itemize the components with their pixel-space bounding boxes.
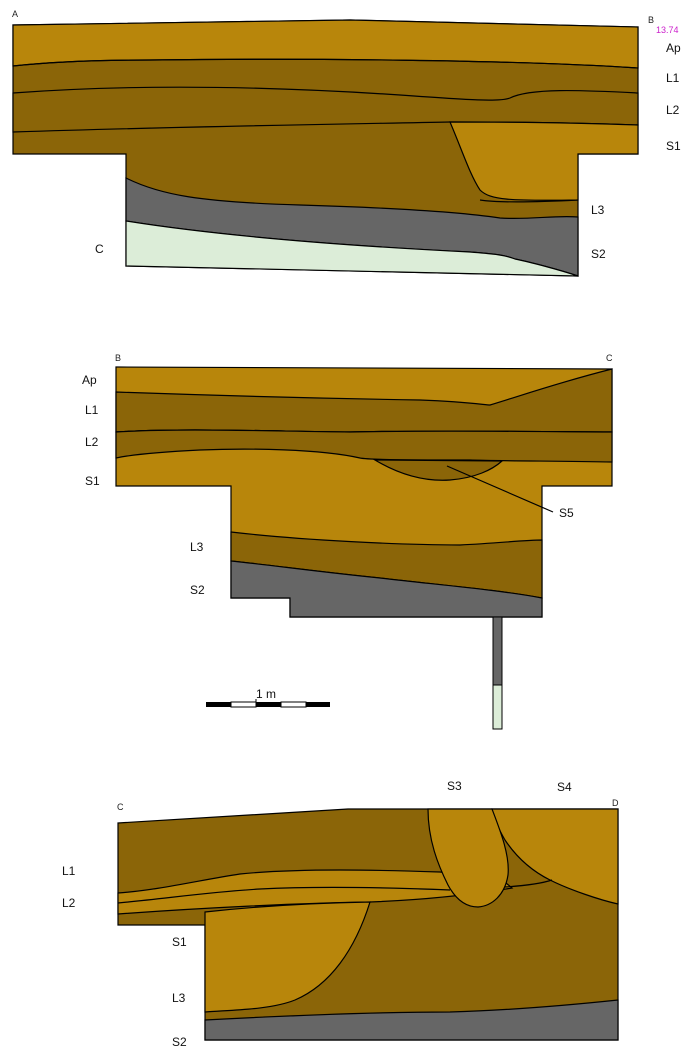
section1-layer-c — [125, 220, 579, 277]
section2-core-column-green — [492, 684, 503, 730]
section3-layer-l2 — [117, 869, 514, 915]
section1-label-ap: Ap — [666, 41, 681, 55]
section1-layer-l2 — [12, 86, 639, 133]
scale-bar-seg-3 — [256, 702, 281, 707]
section2-label-l3: L3 — [190, 540, 204, 554]
section1-label-l3: L3 — [591, 203, 605, 217]
scale-bar-seg-5 — [306, 702, 330, 707]
section2-label-s5: S5 — [559, 506, 574, 520]
section1-label-s1: S1 — [666, 139, 681, 153]
section2-label-s1: S1 — [85, 474, 100, 488]
section3-label-l1: L1 — [62, 864, 76, 878]
section1-corner-left: A — [12, 9, 18, 19]
section1-label-s2: S2 — [591, 247, 606, 261]
section2-layer-l2 — [115, 429, 613, 463]
scale-bar-label: 1 m — [256, 687, 276, 701]
section3-layer-s2 — [204, 999, 619, 1041]
section2-layer-s2 — [230, 560, 543, 618]
section2-label-s2: S2 — [190, 583, 205, 597]
section2-corner-left: B — [115, 353, 121, 363]
scale-bar: 1 m — [206, 687, 330, 708]
section-c-d: C D S3 S4 L1 L2 S1 L3 S2 — [62, 779, 619, 1049]
section2-label-ap: Ap — [82, 373, 97, 387]
section1-corner-right: B — [648, 15, 654, 25]
section3-corner-left: C — [117, 802, 124, 812]
scale-bar-seg-4 — [280, 701, 307, 708]
section2-core-column-gray — [492, 616, 503, 686]
section2-corner-right: C — [606, 353, 613, 363]
section2-feature-s5 — [372, 459, 504, 481]
section1-label-l1: L1 — [666, 71, 680, 85]
section3-label-s1: S1 — [172, 935, 187, 949]
section2-label-l2: L2 — [85, 435, 99, 449]
section1-feature-s1 — [449, 121, 639, 201]
section3-label-l3: L3 — [172, 991, 186, 1005]
section3-label-s4: S4 — [557, 780, 572, 794]
section1-label-c: C — [95, 242, 104, 256]
section2-label-l1: L1 — [85, 403, 99, 417]
section3-label-l2: L2 — [62, 896, 76, 910]
section3-label-s2: S2 — [172, 1035, 187, 1049]
section3-feature-s1 — [204, 901, 371, 1013]
section3-corner-right: D — [612, 798, 619, 808]
scale-bar-seg-2 — [230, 701, 257, 708]
section-a-b: A B 13.74 Ap L1 L2 S1 L3 S2 C — [12, 9, 681, 277]
section1-elevation: 13.74 — [656, 25, 679, 35]
section-b-c: B C Ap L1 L2 S1 L3 S2 S5 — [82, 353, 613, 730]
scale-bar-seg-1 — [206, 702, 231, 707]
section3-feature-s3 — [427, 808, 509, 908]
section1-label-l2: L2 — [666, 103, 680, 117]
section3-label-s3: S3 — [447, 779, 462, 793]
